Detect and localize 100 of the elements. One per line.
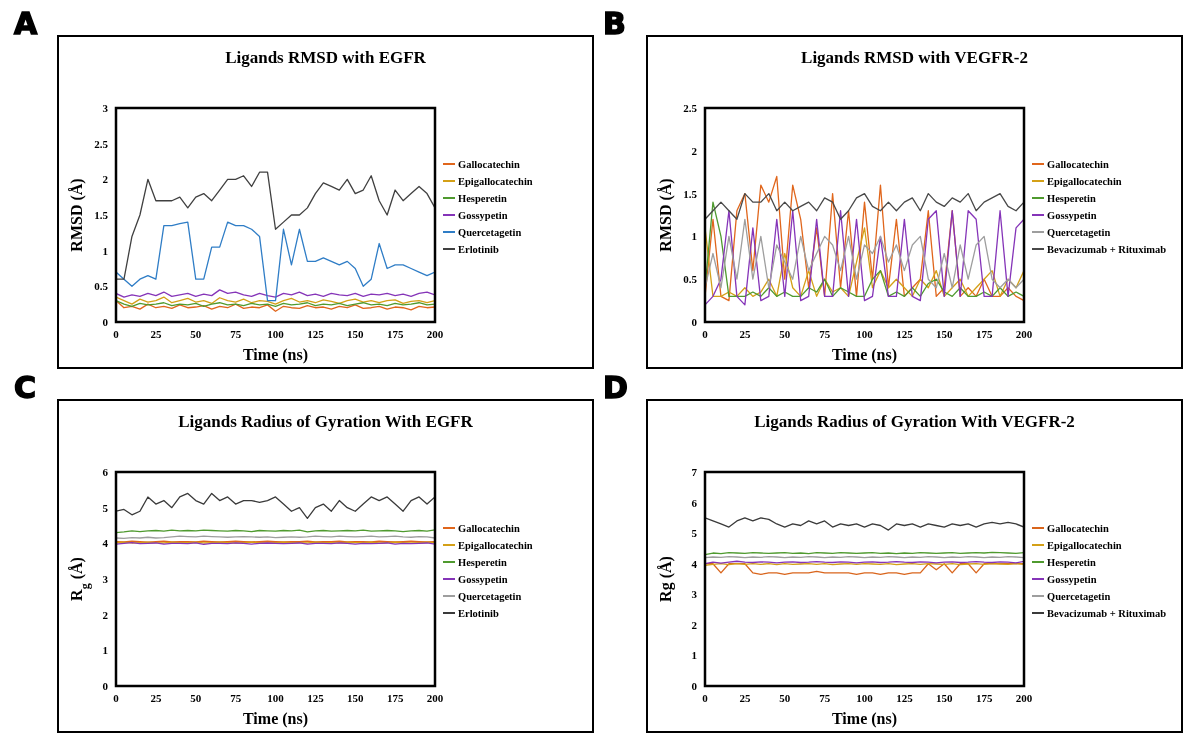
legend-label: Epigallocatechin (1047, 540, 1122, 551)
chart-title: Ligands Radius of Gyration With VEGFR-2 (754, 412, 1075, 431)
line-series (705, 517, 1024, 531)
legend-label: Hesperetin (1047, 557, 1096, 568)
x-tick-label: 75 (230, 328, 242, 340)
x-axis-title: Time (ns) (831, 710, 898, 728)
y-tick-label: 4 (691, 557, 698, 570)
x-tick-label: 175 (386, 328, 404, 340)
x-tick-label: 100 (267, 328, 285, 340)
x-tick-label: 0 (702, 328, 709, 340)
x-tick-label: 25 (150, 328, 162, 340)
x-tick-label: 50 (779, 328, 791, 340)
legend-label: Gossypetin (1047, 210, 1097, 221)
legend-label: Gossypetin (1047, 574, 1097, 585)
legend-label: Bevacizumab + Rituximab (1047, 244, 1167, 255)
x-tick-label: 200 (1015, 692, 1033, 704)
line-series (705, 218, 1024, 289)
legend-label: Gallocatechin (1047, 523, 1109, 534)
legend-label: Gallocatechin (1047, 159, 1109, 170)
y-axis-title: Rg (Å) (657, 556, 675, 602)
y-tick-label: 1 (691, 230, 697, 243)
x-axis-title: Time (ns) (242, 346, 309, 364)
y-tick-label: 1 (102, 644, 108, 657)
y-tick-label: 2.5 (94, 137, 109, 150)
x-tick-label: 25 (739, 692, 751, 704)
x-axis-title: Time (ns) (831, 346, 898, 364)
text: B (603, 6, 626, 41)
chart-title: Ligands RMSD with EGFR (225, 48, 427, 67)
y-tick-label: 0 (691, 316, 698, 328)
line-series (116, 296, 435, 305)
y-tick-label: 4 (102, 537, 109, 550)
y-axis-title: RMSD (Å) (657, 178, 675, 252)
x-tick-label: 50 (779, 692, 791, 704)
x-tick-label: 200 (426, 692, 444, 704)
chart-title: Ligands RMSD with VEGFR-2 (801, 48, 1028, 67)
y-tick-label: 0 (102, 316, 109, 328)
line-series (705, 201, 1024, 297)
legend-label: Erlotinib (458, 244, 499, 255)
y-tick-label: 2 (691, 144, 698, 157)
x-tick-label: 0 (702, 692, 709, 704)
y-tick-label: 2 (102, 173, 109, 186)
x-tick-label: 0 (113, 692, 120, 704)
legend-label: Quercetagetin (458, 591, 522, 602)
y-tick-label: 3 (102, 102, 109, 114)
x-tick-label: 50 (190, 692, 202, 704)
legend-label: Gallocatechin (458, 523, 520, 534)
chart-title: Ligands Radius of Gyration With EGFR (178, 412, 474, 431)
x-tick-label: 125 (896, 328, 914, 340)
y-axis-title: RMSD (Å) (68, 178, 86, 252)
x-tick-label: 0 (113, 328, 120, 340)
y-tick-label: 2 (691, 618, 698, 631)
y-tick-label: 3 (102, 573, 109, 585)
x-tick-label: 150 (347, 328, 364, 340)
legend-label: Erlotinib (458, 608, 499, 619)
x-tick-label: 175 (975, 328, 993, 340)
line-series (116, 289, 435, 298)
y-tick-label: 0.5 (683, 273, 698, 286)
legend-label: Quercetagetin (1047, 227, 1111, 238)
line-series (116, 299, 435, 312)
x-tick-label: 100 (856, 328, 874, 340)
text: D (603, 370, 628, 405)
line-series (705, 192, 1024, 220)
x-tick-label: 175 (386, 692, 404, 704)
y-tick-label: 1 (691, 649, 697, 662)
x-tick-label: 100 (267, 692, 285, 704)
y-tick-label: 7 (691, 466, 698, 478)
legend-label: Gossypetin (458, 574, 508, 585)
legend-label: Hesperetin (458, 193, 507, 204)
text: A (14, 6, 38, 41)
y-tick-label: 1.5 (94, 209, 109, 221)
y-tick-label: 2.5 (683, 102, 698, 114)
legend-label: Epigallocatechin (458, 540, 533, 551)
legend-label: Epigallocatechin (458, 176, 533, 187)
x-tick-label: 100 (856, 692, 874, 704)
line-series (705, 210, 1024, 306)
x-tick-label: 150 (936, 328, 953, 340)
x-tick-label: 75 (819, 328, 831, 340)
x-tick-label: 75 (230, 692, 242, 704)
legend-label: Gallocatechin (458, 159, 520, 170)
x-tick-label: 25 (150, 692, 162, 704)
line-series (116, 221, 435, 302)
y-tick-label: 0 (102, 680, 109, 692)
line-series (116, 492, 435, 520)
x-axis-title: Time (ns) (242, 710, 309, 728)
y-tick-label: 2 (102, 608, 109, 621)
x-tick-label: 25 (739, 328, 751, 340)
y-tick-label: 6 (102, 466, 109, 478)
x-tick-label: 75 (819, 692, 831, 704)
x-tick-label: 50 (190, 328, 202, 340)
y-tick-label: 1.5 (683, 187, 698, 200)
legend-label: Hesperetin (458, 557, 507, 568)
y-tick-label: 0.5 (94, 280, 109, 293)
y-tick-label: 0 (691, 680, 698, 692)
legend-label: Quercetagetin (1047, 591, 1111, 602)
line-series (705, 175, 1024, 302)
x-tick-label: 200 (1015, 328, 1033, 340)
y-tick-label: 5 (691, 527, 698, 540)
y-tick-label: 5 (102, 501, 109, 514)
legend-label: Gossypetin (458, 210, 508, 221)
x-tick-label: 125 (896, 692, 914, 704)
